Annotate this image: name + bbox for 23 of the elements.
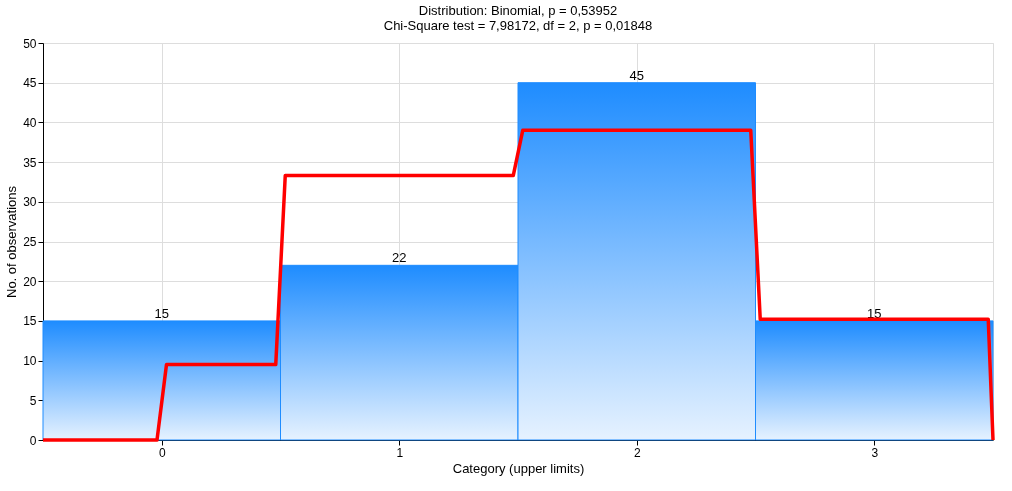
x-tick-label: 1 xyxy=(396,445,404,460)
x-axis-title: Category (upper limits) xyxy=(452,460,585,476)
x-tick-label: 2 xyxy=(633,445,641,460)
y-tick-label: 5 xyxy=(29,393,37,408)
chart-title: Distribution: Binomial, p = 0,53952 xyxy=(418,3,618,18)
data-label: 22 xyxy=(392,250,407,266)
y-axis-title: No. of observations xyxy=(4,185,20,299)
data-label: 15 xyxy=(867,305,882,321)
y-tick-label: 30 xyxy=(23,195,37,210)
chart-subtitle: Chi-Square test = 7,98172, df = 2, p = 0,01848 xyxy=(383,18,653,33)
y-tick-label: 10 xyxy=(23,354,37,369)
y-tick-label: 50 xyxy=(23,36,37,51)
data-label: 45 xyxy=(629,67,644,83)
y-tick-label: 25 xyxy=(23,235,37,249)
y-tick-label: 15 xyxy=(23,314,37,329)
y-tick-label: 40 xyxy=(23,115,37,130)
data-label: 15 xyxy=(154,305,169,321)
y-tick-label: 20 xyxy=(23,274,37,289)
y-tick-label: 35 xyxy=(23,155,37,170)
x-tick-label: 0 xyxy=(158,445,166,460)
x-tick-label: 3 xyxy=(871,445,879,460)
y-tick-label: 45 xyxy=(23,76,37,91)
y-tick-label: 0 xyxy=(29,433,37,448)
